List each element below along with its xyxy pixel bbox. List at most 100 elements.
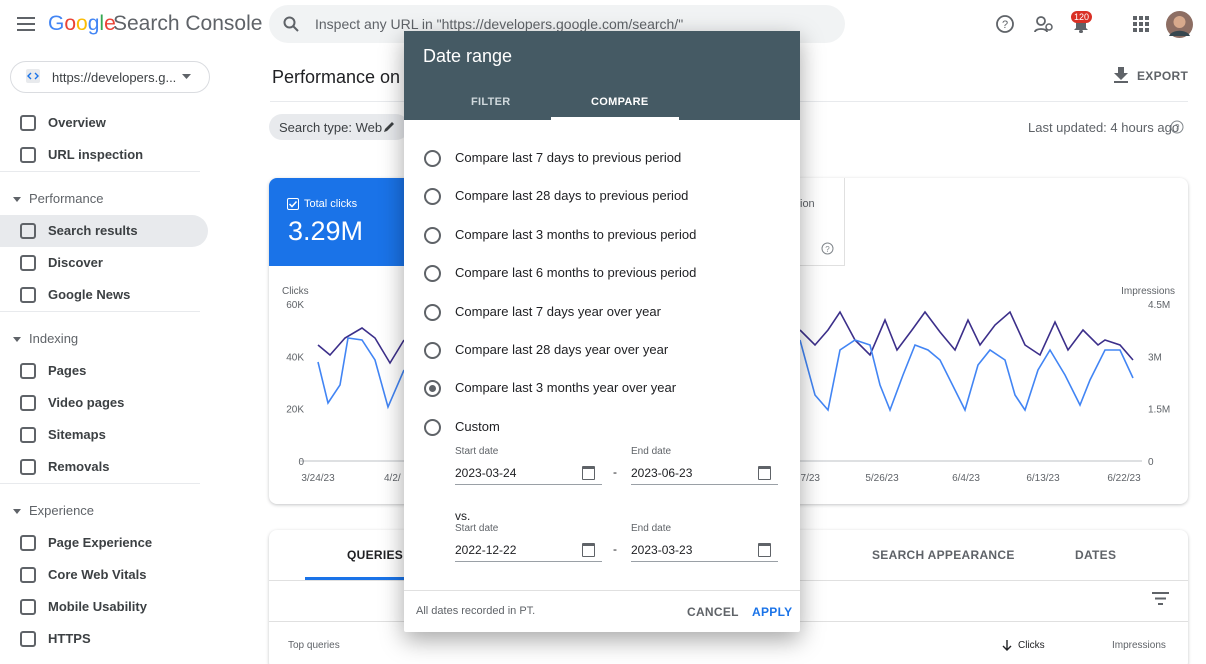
- divider: [404, 590, 800, 591]
- cancel-button[interactable]: CANCEL: [687, 605, 739, 619]
- nav-item[interactable]: Google News: [48, 287, 131, 302]
- nav-item[interactable]: Removals: [48, 459, 110, 474]
- option-label[interactable]: Compare last 28 days year over year: [455, 342, 669, 357]
- section-arrow: [13, 337, 21, 342]
- nav-section[interactable]: Performance: [29, 191, 104, 206]
- help-icon[interactable]: ?: [996, 15, 1014, 33]
- calendar-icon[interactable]: [758, 466, 771, 480]
- product-name: Search Console: [113, 12, 263, 35]
- sort-arrow[interactable]: [1002, 640, 1012, 651]
- right-axis-title: Impressions: [1121, 286, 1175, 297]
- date-underline: [455, 484, 602, 485]
- date-underline: [631, 484, 778, 485]
- property-selector[interactable]: [10, 61, 210, 93]
- date-input[interactable]: 2022-12-22: [455, 543, 517, 557]
- filter-icon[interactable]: [1152, 592, 1169, 605]
- option-label[interactable]: Compare last 7 days year over year: [455, 303, 661, 319]
- tab-queries[interactable]: QUERIES: [347, 548, 404, 562]
- date-input[interactable]: 2023-03-23: [631, 543, 693, 557]
- option-label[interactable]: Compare last 3 months to previous period: [455, 226, 697, 242]
- date-label: Start date: [455, 446, 499, 457]
- right-tick-label: 1.5M: [1148, 405, 1170, 416]
- tab-dates[interactable]: DATES: [1075, 548, 1117, 562]
- nav-item[interactable]: Sitemaps: [48, 427, 106, 442]
- dialog-note: All dates recorded in PT.: [416, 605, 536, 617]
- download-icon: [1114, 67, 1128, 83]
- dialog-header: [404, 31, 800, 120]
- export-button[interactable]: EXPORT: [1137, 69, 1189, 83]
- nav-icon: [20, 115, 36, 131]
- option-label[interactable]: Compare last 6 months to previous period: [455, 265, 697, 281]
- radio-button[interactable]: [424, 188, 441, 206]
- apps-icon[interactable]: [1133, 16, 1149, 32]
- nav-item[interactable]: Video pages: [48, 395, 125, 410]
- nav-item[interactable]: Discover: [48, 255, 103, 270]
- radio-button[interactable]: [424, 265, 441, 283]
- date-input[interactable]: 2023-06-23: [631, 466, 693, 480]
- nav-icon: [20, 535, 36, 551]
- date-input[interactable]: 2023-03-24: [455, 466, 517, 480]
- nav-icon: [20, 255, 36, 271]
- radio-button[interactable]: [424, 226, 441, 244]
- radio-button[interactable]: [424, 150, 441, 167]
- radio-dot: [429, 385, 436, 393]
- calendar-icon[interactable]: [582, 543, 595, 557]
- option-label[interactable]: Compare last 28 days to previous period: [455, 188, 689, 204]
- logo[interactable]: Google: [48, 12, 116, 35]
- page-title: Performance on S: [272, 67, 418, 87]
- x-tick-label: 4/2/: [384, 473, 401, 484]
- nav-icon: [20, 631, 36, 647]
- property-url: https://developers.g...: [52, 70, 177, 85]
- nav-divider: [0, 171, 200, 172]
- tab-search-appearance[interactable]: SEARCH APPEARANCE: [872, 548, 1015, 562]
- metric-card[interactable]: [269, 178, 419, 266]
- nav-section[interactable]: Experience: [29, 503, 95, 518]
- notification-badge: 120: [1071, 11, 1093, 23]
- nav-item[interactable]: Overview: [48, 115, 106, 130]
- option-label[interactable]: Compare last 3 months year over year: [455, 380, 677, 396]
- column-header[interactable]: Clicks: [1018, 640, 1045, 651]
- avatar[interactable]: [1166, 11, 1193, 38]
- filter-chip[interactable]: [269, 114, 409, 140]
- last-updated: Last updated: 4 hours ago: [1028, 120, 1180, 135]
- nav-icon: [20, 363, 36, 379]
- nav-icon: [20, 599, 36, 615]
- svg-text:?: ?: [1174, 123, 1179, 133]
- metric-card-2[interactable]: [800, 178, 845, 266]
- dialog-tab[interactable]: FILTER: [471, 96, 511, 108]
- radio-button[interactable]: [424, 418, 441, 436]
- users-icon[interactable]: [1034, 15, 1054, 33]
- nav-divider: [0, 311, 200, 312]
- svg-text:?: ?: [825, 245, 830, 254]
- calendar-icon[interactable]: [582, 466, 595, 480]
- nav-item[interactable]: HTTPS: [48, 631, 91, 646]
- calendar-icon[interactable]: [758, 543, 771, 557]
- option-label[interactable]: Compare last 7 days to previous period: [455, 150, 682, 165]
- left-tick-label: 40K: [286, 352, 304, 363]
- nav-item[interactable]: Search results: [48, 223, 138, 238]
- nav-item[interactable]: Page Experience: [48, 535, 153, 550]
- radio-button[interactable]: [424, 303, 441, 321]
- dialog-tab[interactable]: COMPARE: [591, 96, 649, 108]
- option-label[interactable]: Custom: [455, 418, 500, 434]
- nav-item[interactable]: Mobile Usability: [48, 599, 147, 614]
- dialog-title: Date range: [423, 46, 513, 66]
- nav-section[interactable]: Indexing: [29, 331, 79, 346]
- apply-button[interactable]: APPLY: [752, 605, 793, 619]
- radio-button[interactable]: [424, 380, 441, 398]
- right-tick-label: 4.5M: [1148, 300, 1170, 311]
- nav-item[interactable]: Core Web Vitals: [48, 567, 147, 582]
- nav-item[interactable]: URL inspection: [48, 147, 144, 162]
- radio-button[interactable]: [424, 342, 441, 359]
- left-tick-label: 20K: [286, 405, 304, 416]
- checkbox[interactable]: [287, 198, 299, 210]
- menu-icon[interactable]: [17, 16, 35, 32]
- nav-item[interactable]: Pages: [48, 363, 87, 378]
- info-icon: ?: [1170, 120, 1184, 134]
- clicks-line: [799, 339, 1134, 413]
- column-header[interactable]: Impressions: [1112, 640, 1166, 651]
- search-placeholder: Inspect any URL in "https://developers.g…: [315, 16, 684, 32]
- dialog-tab-indicator: [551, 117, 679, 120]
- date-underline: [455, 561, 602, 562]
